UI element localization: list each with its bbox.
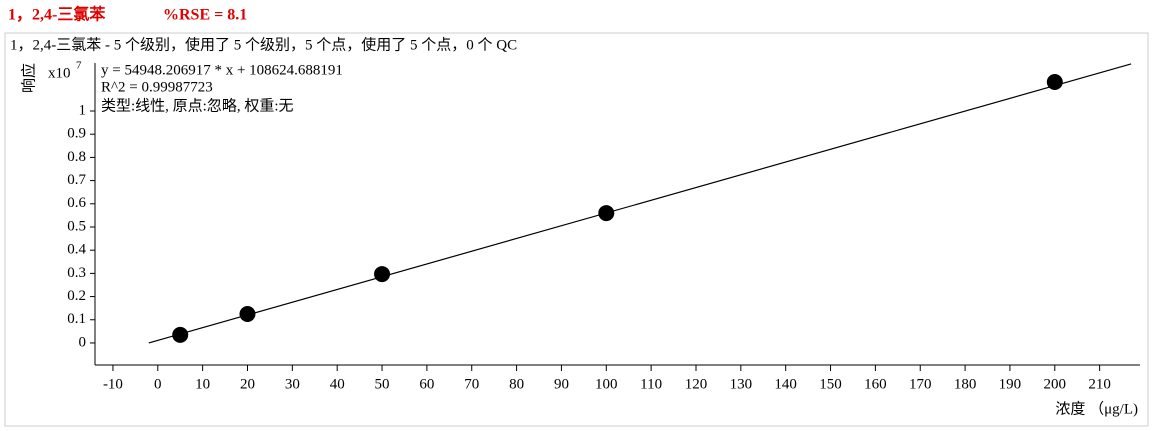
x-tick-label: 150 — [819, 376, 842, 392]
x-tick-label: 10 — [195, 376, 210, 392]
x-tick-label: 60 — [419, 376, 434, 392]
x-tick-label: 180 — [954, 376, 977, 392]
x-tick-label: 190 — [999, 376, 1022, 392]
x-axis-label: 浓度 （μg/L) — [1055, 400, 1138, 417]
x-tick-label: 20 — [240, 376, 255, 392]
x-tick-label: 200 — [1044, 376, 1067, 392]
data-point — [239, 305, 256, 322]
x-tick-label: 30 — [285, 376, 300, 392]
data-point — [598, 205, 615, 222]
rse-title: %RSE = 8.1 — [163, 7, 247, 24]
annotation: R^2 = 0.99987723 — [101, 79, 213, 95]
x-tick-label: 50 — [375, 376, 390, 392]
x-tick-label: 140 — [774, 376, 797, 392]
data-point — [374, 266, 391, 283]
y-tick-label: 0.6 — [67, 195, 86, 211]
y-tick-label: 0.3 — [67, 265, 86, 281]
x-tick-label: 210 — [1088, 376, 1111, 392]
annotation: y = 54948.206917 * x + 108624.688191 — [101, 62, 343, 78]
chart-frame — [4, 32, 1149, 427]
x-tick-label: 40 — [330, 376, 345, 392]
y-tick-label: 0.5 — [67, 218, 86, 234]
x-tick-label: 160 — [864, 376, 887, 392]
chart-subtitle: 1，2,4-三氯苯 - 5 个级别，使用了 5 个级别，5 个点，使用了 5 个… — [10, 36, 517, 53]
x-tick-label: 80 — [509, 376, 524, 392]
y-tick-label: 1 — [79, 102, 87, 118]
x-tick-label: 100 — [595, 376, 618, 392]
y-tick-label: 0.9 — [67, 126, 86, 142]
data-point — [1046, 74, 1063, 91]
y-tick-label: 0.1 — [67, 311, 86, 327]
y-tick-label: 0.7 — [67, 172, 86, 188]
x-tick-label: 70 — [464, 376, 479, 392]
compound-title: 1，2,4-三氯苯 — [8, 5, 106, 24]
x-tick-label: 0 — [154, 376, 162, 392]
y-scale-exponent: 7 — [76, 60, 82, 72]
annotation: 类型:线性, 原点:忽略, 权重:无 — [101, 97, 294, 114]
y-tick-label: 0 — [79, 334, 87, 350]
x-tick-label: 130 — [730, 376, 753, 392]
data-point — [172, 326, 189, 343]
x-tick-label: 90 — [554, 376, 569, 392]
y-axis-label: 响应 — [19, 63, 37, 93]
y-scale-base: x10 — [48, 65, 71, 81]
x-tick-label: 170 — [909, 376, 932, 392]
fit-line — [148, 63, 1132, 344]
x-tick-label: -10 — [103, 376, 123, 392]
x-tick-label: 120 — [685, 376, 708, 392]
y-tick-label: 0.2 — [67, 288, 86, 304]
x-tick-label: 110 — [640, 376, 662, 392]
y-tick-label: 0.8 — [67, 149, 86, 165]
y-tick-label: 0.4 — [67, 242, 86, 258]
